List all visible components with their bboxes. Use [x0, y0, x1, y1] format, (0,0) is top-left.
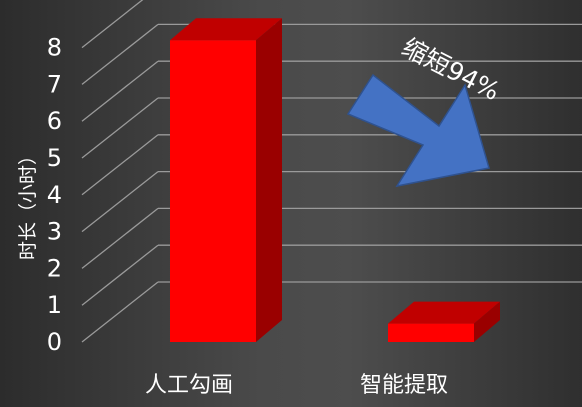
- y-tick-label: 5: [47, 144, 62, 172]
- y-axis-label: 时长（小时）: [17, 146, 39, 260]
- bar-top: [388, 301, 500, 324]
- gridline-diagonal: [81, 244, 159, 306]
- bar-front: [388, 323, 474, 342]
- reduction-annotation: 缩短94%: [346, 33, 505, 188]
- bars: [170, 18, 500, 343]
- y-tick-label: 2: [47, 254, 62, 282]
- category-label: 人工勾画: [145, 373, 233, 398]
- y-tick-label: 6: [47, 107, 62, 135]
- y-tick-label: 0: [47, 328, 62, 356]
- bar-top: [170, 18, 282, 41]
- bar-side: [256, 18, 282, 343]
- y-tick-label: 1: [47, 291, 62, 319]
- bar-side: [474, 301, 500, 342]
- y-tick-label: 3: [47, 218, 62, 246]
- gridlines: [81, 0, 582, 343]
- bar: [170, 18, 282, 343]
- gridline-diagonal: [81, 134, 159, 196]
- bar: [388, 301, 500, 342]
- annotation-text: 缩短94%: [397, 33, 504, 107]
- category-label: 智能提取: [360, 373, 448, 398]
- gridline-diagonal: [81, 97, 159, 159]
- category-labels: 人工勾画 智能提取: [145, 373, 448, 398]
- y-tick-label: 4: [47, 181, 62, 209]
- y-axis-ticks: 0 1 2 3 4 5 6 7 8: [47, 34, 62, 356]
- y-tick-label: 8: [47, 34, 62, 62]
- y-tick-label: 7: [47, 70, 62, 98]
- gridline-diagonal: [81, 207, 159, 269]
- gridline-diagonal: [81, 0, 144, 49]
- arrow-icon: [346, 73, 490, 188]
- gridline-diagonal: [81, 23, 159, 85]
- bar-front: [170, 40, 256, 343]
- gridline-diagonal: [81, 60, 159, 122]
- gridline-diagonal: [81, 281, 159, 343]
- gridline-diagonal: [81, 171, 159, 233]
